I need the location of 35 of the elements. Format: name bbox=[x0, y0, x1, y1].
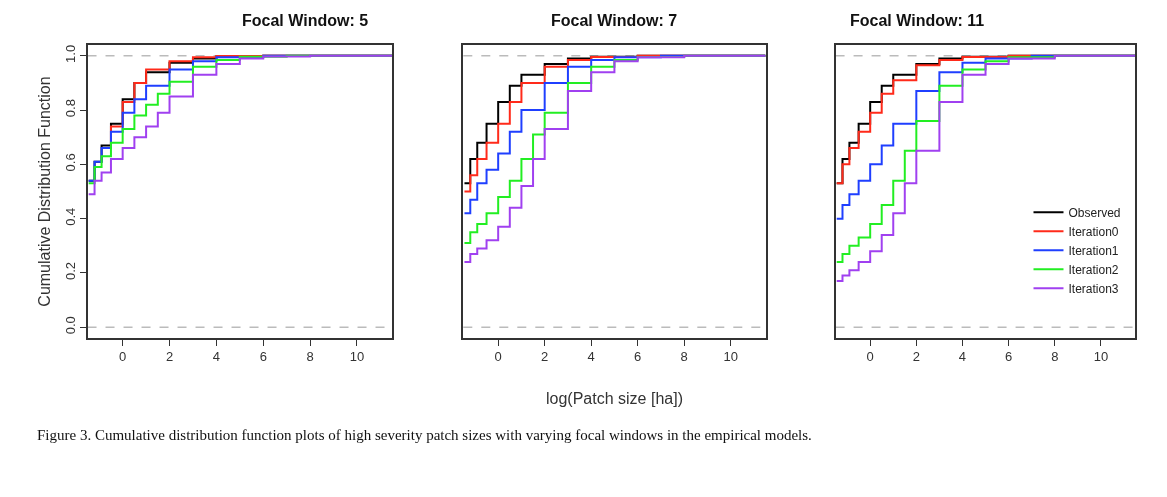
y-tick-label: 0.4 bbox=[62, 207, 78, 226]
y-axis-title: Cumulative Distribution Function bbox=[35, 76, 53, 307]
x-tick-label: 2 bbox=[541, 349, 549, 365]
x-tick-label: 10 bbox=[1093, 349, 1109, 365]
legend-label: Observed bbox=[1068, 206, 1121, 221]
x-tick-label: 2 bbox=[912, 349, 920, 365]
x-tick-label: 6 bbox=[1004, 349, 1013, 365]
x-tick-label: 2 bbox=[165, 349, 174, 365]
x-tick-label: 8 bbox=[680, 349, 688, 365]
x-tick-label: 10 bbox=[349, 349, 365, 365]
legend-label: Iteration3 bbox=[1068, 282, 1119, 297]
x-tick-label: 10 bbox=[723, 349, 738, 365]
x-tick-label: 0 bbox=[119, 349, 127, 365]
caption: Figure 3. Cumulative distribution function plots of high severity patch sizes with varying focal windows in the empirical models. bbox=[37, 427, 812, 443]
x-tick-label: 8 bbox=[1051, 349, 1059, 365]
y-tick-label: 1.0 bbox=[62, 44, 78, 63]
y-tick-label: 0.8 bbox=[62, 99, 78, 118]
chart-title: Focal Window: 11 bbox=[850, 12, 985, 29]
legend-label: Iteration0 bbox=[1068, 225, 1119, 240]
y-tick-label: 0.0 bbox=[62, 316, 78, 335]
chart-title: Focal Window: 7 bbox=[551, 12, 678, 29]
legend-label: Iteration2 bbox=[1068, 263, 1119, 278]
x-tick-label: 4 bbox=[212, 349, 220, 365]
x-tick-label: 4 bbox=[958, 349, 967, 365]
x-axis-title: log(Patch size [ha]) bbox=[546, 390, 683, 407]
x-tick-label: 0 bbox=[494, 349, 502, 365]
x-tick-label: 6 bbox=[259, 349, 267, 365]
x-tick-label: 6 bbox=[634, 349, 642, 365]
chart-title: Focal Window: 5 bbox=[242, 12, 369, 29]
x-tick-label: 8 bbox=[306, 349, 314, 365]
legend-label: Iteration1 bbox=[1068, 244, 1119, 259]
y-tick-label: 0.2 bbox=[62, 261, 78, 280]
x-tick-label: 0 bbox=[866, 349, 874, 365]
y-tick-label: 0.6 bbox=[62, 153, 78, 172]
x-tick-label: 4 bbox=[587, 349, 595, 365]
